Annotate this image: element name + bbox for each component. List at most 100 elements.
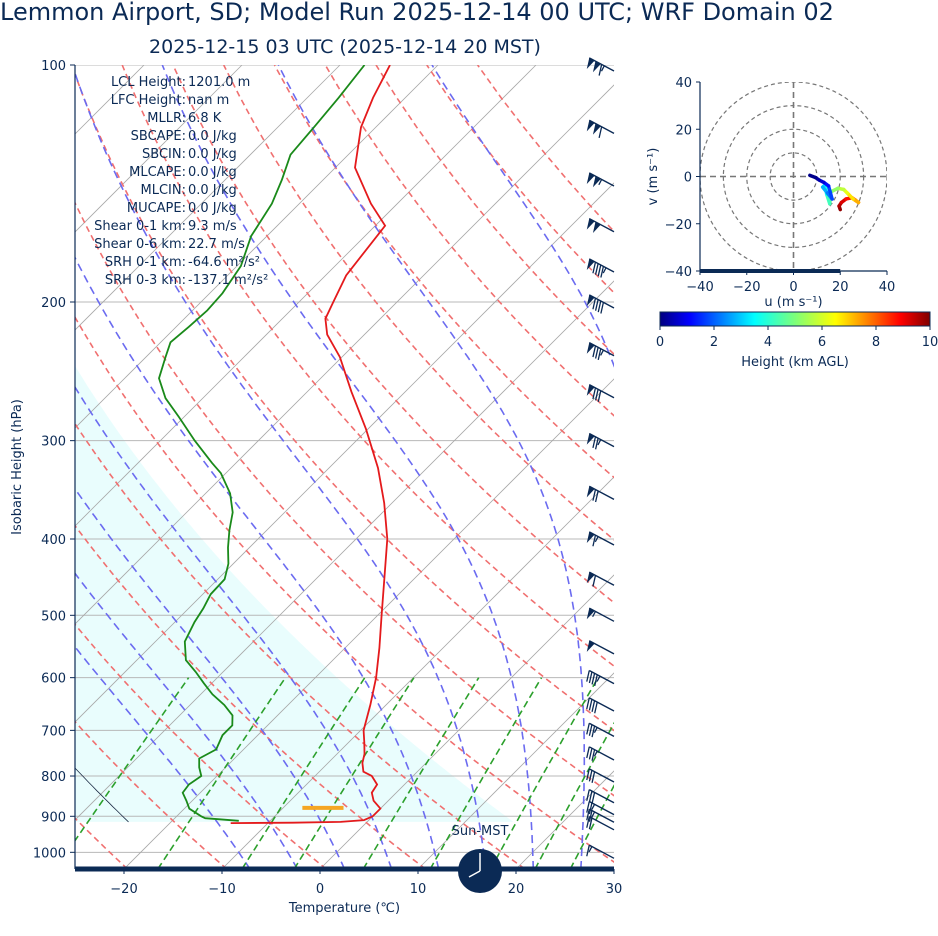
barb-flag	[586, 608, 595, 620]
temperature-profile	[230, 65, 391, 824]
barb-full	[586, 697, 590, 710]
wind-barb	[586, 383, 615, 402]
barb-flag	[586, 531, 595, 543]
moist-adiabat-25	[277, 65, 586, 869]
barb-flag	[586, 172, 595, 185]
barb-shaft	[588, 485, 615, 500]
barb-flag	[586, 294, 595, 306]
mixing-ratio-16	[534, 721, 614, 869]
wind-barb	[586, 294, 615, 314]
dry-adiabat-260	[75, 720, 228, 869]
barb-shaft	[588, 768, 615, 783]
barb-shaft	[588, 640, 615, 655]
barb-flag	[586, 120, 595, 132]
isotherm-gridlines	[75, 65, 614, 869]
barb-full	[594, 701, 598, 714]
colorbar: 0 2 4 6 8 10 Height (km AGL)	[656, 311, 938, 370]
clock-label: Sun-MST	[452, 824, 509, 839]
barb-full	[586, 845, 590, 857]
stat-value: 9.3 m/s	[188, 219, 237, 234]
y-tick-label: 1000	[33, 846, 66, 861]
barb-full	[594, 263, 599, 275]
mixing-ratio-1	[157, 677, 287, 869]
colorbar-label: Height (km AGL)	[741, 355, 849, 370]
barb-full	[592, 261, 597, 274]
dewpoint-profile	[158, 65, 366, 822]
isotherm--60	[75, 65, 537, 527]
x-tick-label: −20	[110, 882, 137, 897]
hodo-x-tick-label: 0	[789, 280, 797, 295]
skew-t-axes: −20 −10 0 10 20 30 100 200 300 400 500 600 700 800 900…	[10, 59, 622, 916]
moist-adiabat-10	[75, 255, 440, 869]
stat-value: -137.1 m²/s²	[188, 273, 268, 288]
barb-flag	[586, 218, 595, 230]
mixing-ratio-2	[241, 677, 366, 869]
y-axis-title: Isobaric Height (hPa)	[10, 399, 25, 535]
barb-half	[598, 179, 603, 186]
wind-barb	[586, 571, 615, 587]
barb-full	[586, 723, 590, 735]
barb-full	[586, 809, 590, 821]
y-tick-label: 800	[41, 770, 66, 785]
barb-full	[597, 348, 602, 361]
barb-shaft	[588, 746, 615, 761]
mixing-ratio-lines	[75, 677, 724, 869]
wind-barb	[586, 432, 615, 450]
colorbar-tick-label: 6	[818, 335, 826, 350]
wind-barb	[586, 531, 615, 547]
wind-barb	[586, 746, 615, 761]
stat-value: 0.0 J/kg	[188, 129, 237, 144]
wind-barb	[586, 258, 615, 278]
barb-full	[594, 299, 599, 311]
wind-barb	[586, 800, 615, 816]
dry-adiabats	[75, 65, 614, 869]
barb-full	[588, 770, 593, 782]
barb-full	[588, 802, 593, 815]
wind-barb	[586, 640, 615, 655]
barb-full	[592, 345, 597, 358]
stat-value: 0.0 J/kg	[188, 183, 237, 198]
stat-label: Shear 0-1 km:	[94, 219, 186, 234]
dry-adiabat-320	[75, 72, 614, 732]
barb-half	[602, 267, 607, 274]
dry-adiabat-300	[75, 315, 614, 863]
wind-barb	[586, 669, 615, 686]
dry-adiabat-400	[476, 65, 614, 233]
colorbar-tick-label: 2	[710, 335, 718, 350]
barb-flag	[586, 258, 595, 270]
mixing-ratio-0.4	[75, 677, 190, 843]
hodo-y-tick-label: 40	[675, 76, 692, 91]
barb-flag	[586, 384, 595, 396]
barb-full	[588, 790, 593, 803]
barb-shaft	[588, 844, 615, 859]
colorbar-tick-label: 10	[922, 335, 938, 350]
stat-value: -64.6 m²/s²	[188, 255, 260, 270]
hodo-y-title: v (m s⁻¹)	[646, 148, 661, 206]
barb-shaft	[588, 607, 615, 622]
stat-label: MLCIN:	[141, 183, 186, 198]
barb-shaft	[588, 258, 615, 273]
dry-adiabat-340	[172, 65, 614, 604]
figure-title: Lemmon Airport, SD; Model Run 2025-12-14…	[0, 0, 834, 26]
barb-shaft	[588, 119, 615, 134]
x-tick-label: 20	[508, 882, 525, 897]
barb-full	[594, 438, 599, 450]
wind-barb	[586, 607, 615, 622]
barb-half	[593, 750, 598, 757]
moist-adiabat-30	[431, 65, 614, 368]
hodo-segment	[826, 184, 834, 201]
wind-barb	[586, 217, 615, 233]
wind-barb	[586, 788, 615, 804]
hodo-y-tick-label: −40	[665, 265, 692, 280]
barb-half	[600, 349, 604, 356]
mixing-ratio-28	[625, 678, 724, 869]
barb-full	[588, 699, 593, 711]
stat-label: MUCAPE:	[127, 201, 186, 216]
barb-full	[594, 347, 599, 359]
barb-shaft	[588, 800, 615, 816]
barb-full	[588, 810, 593, 822]
hodo-x-tick-label: −20	[733, 280, 760, 295]
stat-value: 22.7 m/s	[188, 237, 245, 252]
stat-label: SRH 0-3 km:	[105, 273, 186, 288]
